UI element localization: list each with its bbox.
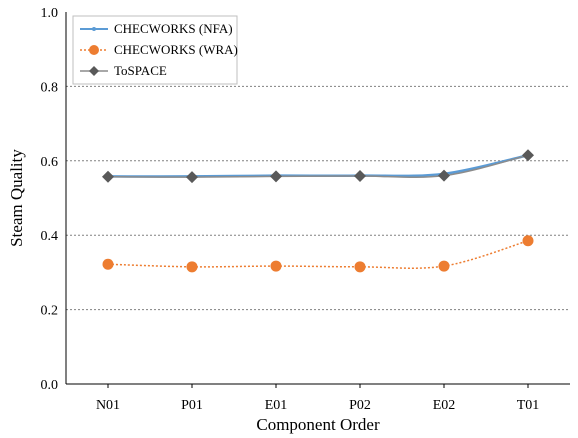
y-tick-label: 0.0 — [41, 378, 59, 393]
axes — [65, 12, 570, 388]
data-point-tospace — [186, 171, 198, 184]
series-line-nfa — [107, 153, 529, 178]
data-point-wra — [270, 260, 282, 272]
data-point-tospace — [522, 149, 534, 162]
data-point-wra — [522, 235, 534, 247]
x-tick-label: P02 — [349, 398, 371, 413]
series-line-tospace — [107, 154, 529, 179]
x-tick-labels: N01 P01 E01 P02 E02 T01 — [96, 398, 539, 413]
legend-label-wra: CHECWORKS (WRA) — [114, 42, 238, 57]
series-tospace — [102, 149, 534, 184]
legend-marker-tospace — [89, 66, 99, 76]
series-line-wra — [107, 240, 529, 269]
data-point-wra — [102, 258, 114, 270]
data-point-wra — [354, 261, 366, 273]
y-axis-title: Steam Quality — [7, 149, 26, 247]
data-point-tospace — [270, 170, 282, 183]
data-point-wra — [438, 260, 450, 272]
y-tick-label: 1.0 — [41, 6, 59, 21]
legend-marker-nfa — [92, 27, 96, 31]
x-axis-title: Component Order — [256, 415, 380, 434]
y-tick-label: 0.6 — [41, 155, 59, 170]
data-point-wra — [186, 261, 198, 273]
y-tick-labels: 0.0 0.2 0.4 0.6 0.8 1.0 — [41, 6, 59, 393]
x-tick-label: E01 — [265, 398, 288, 413]
y-tick-label: 0.2 — [41, 304, 59, 319]
series-group — [102, 149, 534, 273]
data-point-tospace — [102, 170, 114, 183]
legend: CHECWORKS (NFA) CHECWORKS (WRA) ToSPACE — [72, 15, 238, 85]
series-nfa — [106, 153, 530, 179]
x-tick-label: T01 — [517, 398, 540, 413]
data-point-tospace — [438, 169, 450, 182]
legend-marker-wra — [89, 45, 99, 55]
y-tick-label: 0.8 — [41, 80, 59, 95]
legend-label-nfa: CHECWORKS (NFA) — [114, 21, 233, 36]
x-tick-label: E02 — [433, 398, 456, 413]
gridlines — [66, 85, 570, 311]
x-tick-label: N01 — [96, 398, 120, 413]
y-tick-label: 0.4 — [41, 229, 59, 244]
legend-label-tospace: ToSPACE — [114, 63, 167, 78]
x-tick-label: P01 — [181, 398, 203, 413]
series-wra — [102, 235, 534, 273]
data-point-tospace — [354, 170, 366, 183]
